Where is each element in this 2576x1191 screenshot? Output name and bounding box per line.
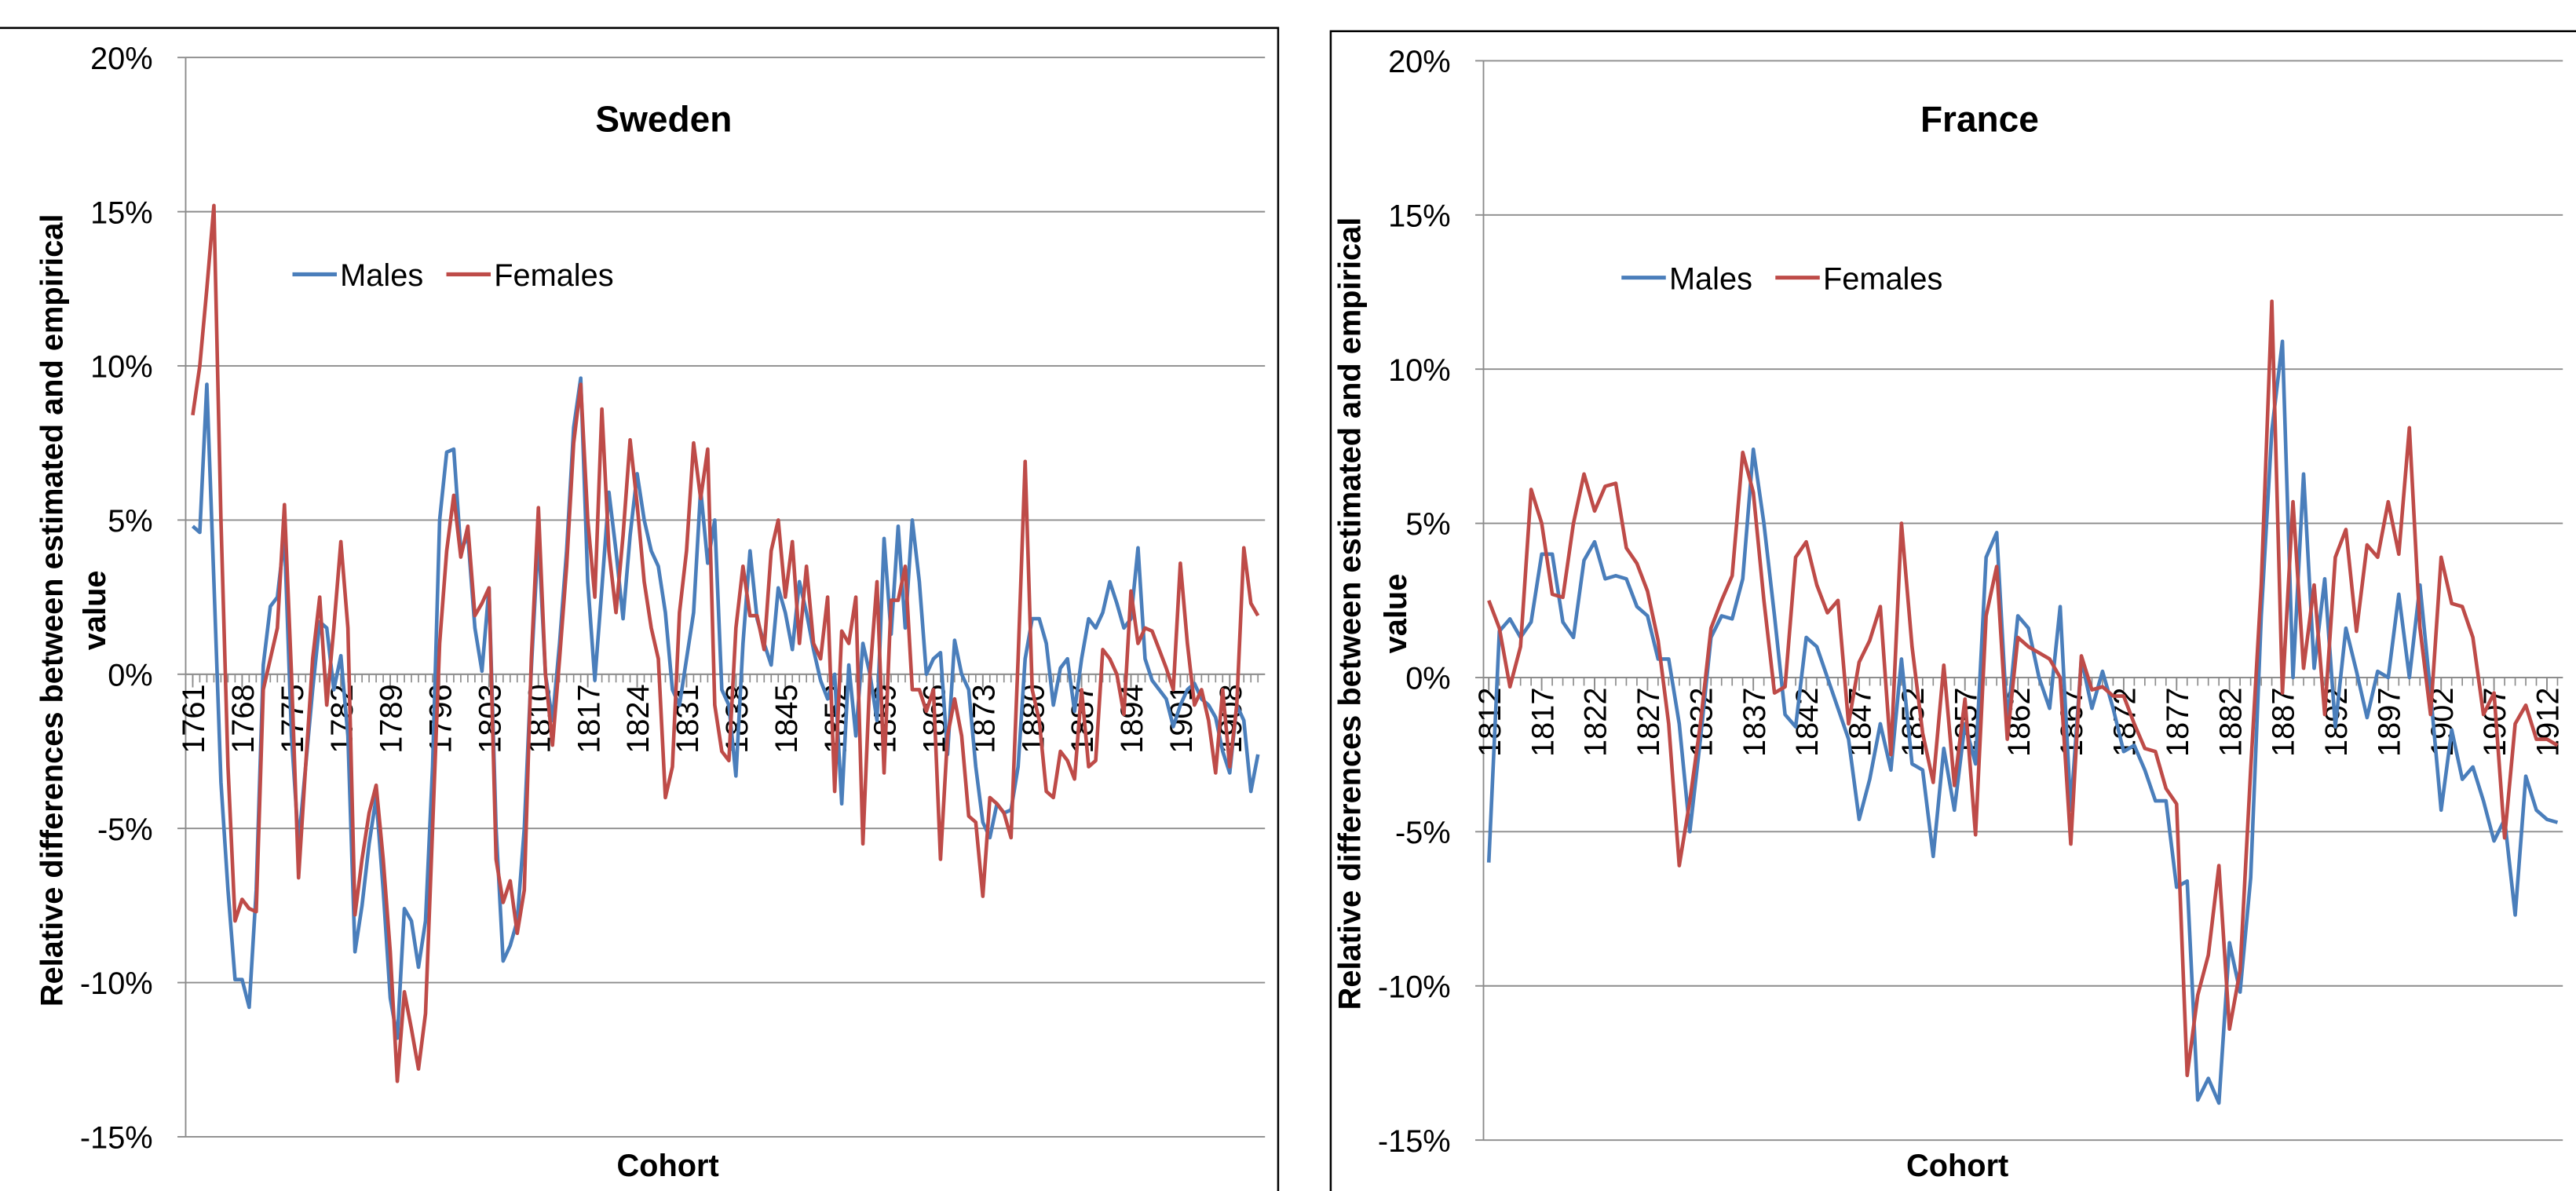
legend-label: Females (494, 258, 613, 293)
chart-frame (1329, 30, 2576, 1191)
legend-label: Males (340, 258, 423, 293)
y-tick-label: 5% (1405, 507, 1450, 542)
y-tick-label: 10% (90, 350, 153, 385)
y-tick-label: -5% (1395, 816, 1451, 850)
legend-label: Males (1669, 261, 1752, 296)
y-tick-label: -10% (80, 966, 153, 1001)
x-tick-label: 1768 (226, 684, 261, 753)
legend-label: Females (1823, 261, 1942, 296)
y-tick-label: -15% (80, 1121, 153, 1156)
y-tick-label: 5% (108, 504, 152, 539)
x-tick-label: 1812 (1473, 688, 1507, 757)
x-tick-label: 1782 (325, 684, 360, 753)
x-tick-label: 1824 (621, 684, 656, 753)
x-tick-label: 1789 (375, 684, 409, 753)
data-line (1486, 339, 2559, 1105)
x-tick-label: 1796 (424, 684, 459, 753)
y-tick-label: 0% (108, 658, 152, 692)
x-tick-label: 1817 (1526, 688, 1560, 757)
y-tick-label: 20% (1388, 45, 1451, 79)
x-axis-label: Cohort (1906, 1149, 2008, 1183)
chart-panel: -15%-10%-5%0%5%10%15%20%1761 1768 1775 1782… (35, 42, 1266, 1183)
y-tick-label: 0% (1405, 662, 1450, 696)
y-axis-label: Relative differences between estimated a… (1333, 217, 1414, 1010)
x-tick-label: 1827 (1631, 688, 1666, 757)
y-tick-label: -15% (1378, 1124, 1451, 1159)
y-tick-label: 15% (1388, 199, 1451, 233)
chart-frame (0, 27, 1280, 1191)
x-tick-label: 1817 (572, 684, 606, 753)
x-tick-label: 1761 (177, 684, 211, 753)
x-tick-label: 1877 (2161, 688, 2195, 757)
x-tick-label: 1887 (2267, 688, 2301, 757)
chart-panel: -15% -10% -5% 0% 5% 10% 15% 20% 1812 1817 1822 1827… (1333, 45, 2566, 1183)
x-tick-label: 1822 (1579, 688, 1613, 757)
y-tick-label: -10% (1378, 970, 1451, 1004)
x-tick-label: 1897 (2372, 688, 2406, 757)
data-line (191, 376, 1260, 1040)
x-tick-label: 1912 (2531, 688, 2566, 757)
y-tick-label: 10% (1388, 353, 1451, 388)
data-line (191, 203, 1260, 1083)
y-tick-label: 20% (90, 42, 153, 76)
chart-title: France (1920, 98, 2039, 139)
y-tick-label: -5% (97, 813, 153, 847)
data-line (1487, 299, 2559, 1077)
chart-title: Sweden (595, 98, 732, 139)
y-axis-label: Relative differences between estimated a… (35, 214, 112, 1007)
y-tick-label: 15% (90, 195, 153, 230)
x-axis-label: Cohort (616, 1149, 718, 1183)
x-tick-label: 1845 (769, 684, 804, 753)
x-tick-label: 1882 (2213, 688, 2248, 757)
x-tick-label: 1837 (1737, 688, 1772, 757)
